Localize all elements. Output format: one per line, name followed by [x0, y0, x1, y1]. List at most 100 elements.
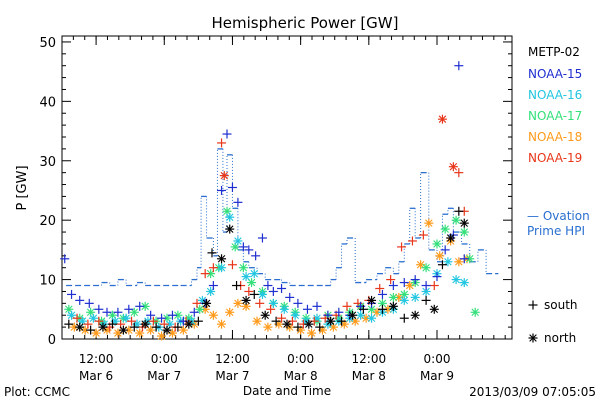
data-point-noaa-17	[129, 307, 139, 317]
x-tick-label-time: 0:00	[424, 352, 451, 366]
data-point-metp-02	[377, 304, 387, 314]
data-point-noaa-15	[84, 298, 94, 308]
x-tick-label-time: 12:00	[352, 352, 387, 366]
data-point-noaa-15	[277, 284, 287, 293]
x-axis-label: Date and Time	[243, 384, 331, 398]
data-point-noaa-16	[279, 304, 289, 314]
data-point-noaa-19	[227, 260, 237, 270]
data-point-noaa-15	[285, 292, 295, 302]
data-point-metp-02	[459, 218, 469, 228]
data-point-noaa-15	[157, 313, 167, 323]
data-point-metp-02	[241, 295, 251, 305]
data-point-noaa-15	[102, 307, 112, 317]
data-point-metp-02	[75, 322, 85, 332]
data-point-noaa-15	[334, 307, 344, 317]
x-tick-label-date: Mar 7	[215, 369, 249, 383]
data-point-noaa-16	[225, 212, 235, 222]
y-tick-label: 40	[39, 95, 56, 110]
ovation-prime-hpi-line	[66, 148, 499, 287]
data-point-metp-02	[454, 206, 464, 216]
data-point-noaa-15	[94, 304, 104, 314]
data-point-noaa-15	[124, 304, 134, 314]
y-tick-label: 30	[39, 155, 56, 170]
data-point-noaa-15	[217, 185, 227, 195]
data-point-noaa-15	[227, 183, 237, 192]
data-point-noaa-16	[451, 275, 461, 285]
data-point-metp-02	[282, 319, 292, 329]
data-point-noaa-18	[225, 307, 235, 317]
data-point-noaa-15	[75, 295, 85, 305]
data-point-noaa-19	[208, 263, 218, 273]
data-point-noaa-15	[189, 307, 199, 317]
legend-item-noaa-16: NOAA-16	[528, 88, 582, 102]
legend-item-noaa-15: NOAA-15	[528, 67, 582, 81]
x-tick-label-date: Mar 9	[420, 369, 454, 383]
data-point-noaa-17	[421, 263, 431, 273]
data-point-metp-02	[315, 322, 325, 332]
data-point-noaa-19	[454, 168, 464, 178]
data-point-metp-02	[421, 295, 431, 305]
data-point-noaa-18	[217, 319, 227, 329]
data-point-metp-02	[367, 295, 377, 305]
data-point-noaa-15	[432, 272, 442, 282]
data-point-noaa-17	[367, 304, 377, 314]
data-point-noaa-15	[312, 301, 322, 311]
data-point-noaa-19	[418, 230, 428, 240]
data-point-noaa-16	[443, 257, 453, 267]
plot-frame	[61, 35, 513, 340]
data-point-metp-02	[86, 325, 96, 335]
data-point-metp-02	[64, 319, 74, 329]
data-point-noaa-18	[454, 257, 464, 267]
data-point-metp-02	[249, 289, 259, 299]
data-point-noaa-16	[121, 313, 131, 323]
marker-legend-symbol-south	[528, 300, 538, 310]
data-point-noaa-19	[386, 275, 396, 285]
data-point-noaa-19	[375, 284, 385, 293]
data-point-noaa-19	[429, 281, 439, 291]
data-point-metp-02	[232, 281, 242, 291]
data-point-noaa-18	[91, 328, 101, 338]
data-point-noaa-16	[233, 236, 243, 246]
data-point-metp-02	[217, 254, 227, 264]
data-point-noaa-15	[60, 254, 70, 264]
data-point-noaa-15	[268, 286, 278, 296]
data-point-noaa-19	[448, 162, 458, 172]
marker-legend-south: south	[544, 298, 578, 312]
data-point-metp-02	[207, 248, 217, 258]
data-point-metp-02	[140, 319, 150, 329]
data-point-noaa-17	[451, 215, 461, 225]
data-point-noaa-16	[399, 295, 409, 305]
data-point-noaa-15	[302, 304, 312, 314]
x-tick-label-time: 12:00	[215, 352, 250, 366]
y-tick-label: 10	[39, 274, 56, 289]
legend-item-noaa-18: NOAA-18	[528, 130, 582, 144]
data-point-noaa-15	[244, 245, 254, 255]
data-point-noaa-18	[233, 298, 243, 308]
data-point-noaa-16	[459, 278, 469, 288]
data-point-noaa-17	[388, 292, 398, 302]
data-point-metp-02	[437, 260, 447, 270]
data-point-metp-02	[399, 313, 409, 323]
data-point-noaa-15	[146, 310, 156, 320]
data-point-noaa-15	[421, 281, 431, 291]
data-point-metp-02	[173, 322, 183, 332]
data-point-metp-02	[118, 325, 128, 335]
data-point-noaa-19	[342, 301, 352, 311]
y-tick-label: 20	[39, 214, 56, 229]
data-point-noaa-16	[257, 289, 267, 299]
data-point-noaa-15	[233, 197, 243, 207]
data-point-noaa-18	[252, 316, 262, 326]
data-point-noaa-18	[208, 310, 218, 320]
data-point-metp-02	[98, 322, 108, 332]
data-point-noaa-15	[251, 251, 261, 261]
data-point-metp-02	[446, 233, 456, 243]
data-markers	[60, 61, 480, 341]
data-point-noaa-18	[435, 251, 445, 261]
data-point-metp-02	[162, 325, 172, 335]
data-point-metp-02	[429, 304, 439, 314]
x-tick-label-date: Mar 7	[147, 369, 181, 383]
data-point-noaa-19	[397, 242, 407, 252]
data-point-noaa-17	[195, 304, 205, 314]
data-point-noaa-16	[367, 313, 377, 323]
